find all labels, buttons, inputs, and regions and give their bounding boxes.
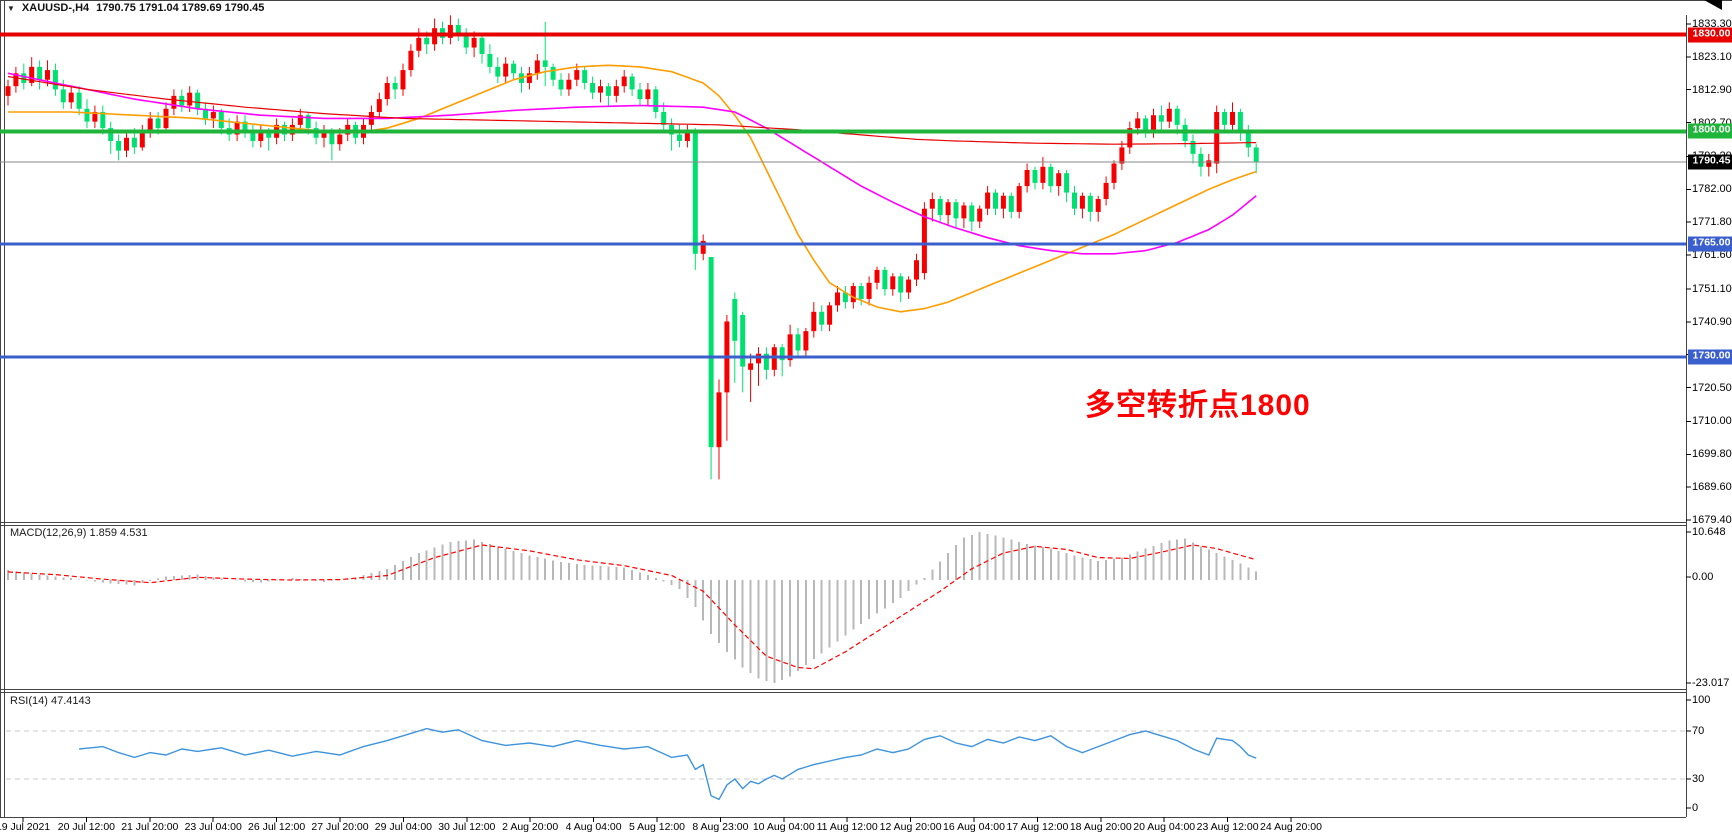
price-tick-label: 1823.10 [1692,50,1732,63]
price-tick-label: 1689.60 [1692,481,1732,494]
ma-slow-red [7,75,1257,145]
price-tick-label: 1782.00 [1692,183,1732,196]
time-axis-label: 4 Aug 04:00 [565,821,622,833]
time-axis-label: 10 Aug 04:00 [752,821,815,833]
time-axis-label: 11 Aug 12:00 [816,821,878,833]
rsi-indicator-label: RSI(14) 47.4143 [10,695,91,707]
candles-layer [5,15,1259,480]
price-tick-label: 1710.00 [1692,415,1732,428]
chart-title-bar: ▼ XAUUSD-,H4 1790.75 1791.04 1789.69 179… [7,2,264,14]
level-price-badge: 1830.00 [1688,27,1732,43]
price-tick-label: 1699.80 [1692,448,1732,461]
macd-tick-label: 0.00 [1692,571,1714,583]
time-axis-label: 8 Aug 23:00 [692,821,749,833]
time-axis-label: 30 Jul 12:00 [438,821,496,833]
symbol-dropdown-icon[interactable]: ▼ [7,3,15,13]
time-axis-label: 23 Aug 12:00 [1196,821,1259,833]
time-axis-label: 20 Jul 12:00 [57,821,115,833]
time-axis-label: 24 Aug 20:00 [1260,821,1322,833]
time-axis-label: 23 Jul 04:00 [184,821,242,833]
time-axis-label: 21 Jul 20:00 [121,821,179,833]
horizontal-level-lines[interactable] [0,32,1686,359]
macd-histogram [7,532,1258,684]
ma-fast-orange [8,64,1257,313]
time-axis-label: 17 Aug 12:00 [1006,821,1069,833]
rsi-tick-label: 30 [1692,773,1705,785]
time-axis-label: 2 Aug 20:00 [502,821,559,833]
price-tick-label: 1812.90 [1692,83,1732,96]
rsi-tick-label: 100 [1692,694,1711,706]
time-axis-label: 12 Aug 20:00 [879,821,942,833]
rsi-level-lines [6,730,1686,780]
time-axis-label: 29 Jul 04:00 [374,821,432,833]
panel-borders [0,0,1732,818]
macd-indicator-label: MACD(12,26,9) 1.859 4.531 [10,527,148,539]
ma-mid-magenta [7,72,1257,255]
macd-tick-label: 10.648 [1692,526,1726,538]
price-tick-label: 1771.80 [1692,216,1732,229]
macd-tick-label: -23.017 [1692,677,1730,689]
price-tick-label: 1679.40 [1692,514,1732,526]
time-axis-label: 18 Aug 20:00 [1069,821,1132,833]
level-price-badge: 1800.00 [1688,123,1732,139]
time-axis-label: 19 Jul 2021 [0,821,51,833]
rsi-line [79,727,1257,801]
rsi-tick-label: 70 [1692,725,1705,737]
time-axis-label: 16 Aug 04:00 [943,821,1005,833]
price-tick-label: 1740.90 [1692,315,1732,328]
time-axis-label: 20 Aug 04:00 [1133,821,1196,833]
rsi-tick-label: 0 [1692,802,1699,814]
price-tick-label: 1751.10 [1692,282,1732,295]
time-axis-label: 26 Jul 12:00 [247,821,306,833]
price-tick-label: 1720.50 [1692,381,1732,394]
symbol-timeframe-label: XAUUSD-,H4 [21,2,90,14]
text-annotation[interactable]: 多空转折点1800 [1085,389,1311,422]
axis-ticks [22,23,1691,822]
level-price-badge: 1730.00 [1688,349,1732,365]
macd-signal-line [7,544,1257,670]
current-price-badge: 1790.45 [1688,154,1732,170]
time-axis-label: 5 Aug 12:00 [628,821,686,833]
price-tick-label: 1761.60 [1692,249,1732,262]
chart-shift-marker-icon[interactable] [1704,0,1722,10]
ohlc-quote-label: 1790.75 1791.04 1789.69 1790.45 [96,2,265,14]
time-axis-label: 27 Jul 20:00 [311,821,369,833]
price-tick-label: 1833.30 [1692,18,1732,30]
level-price-badge: 1765.00 [1688,236,1732,252]
